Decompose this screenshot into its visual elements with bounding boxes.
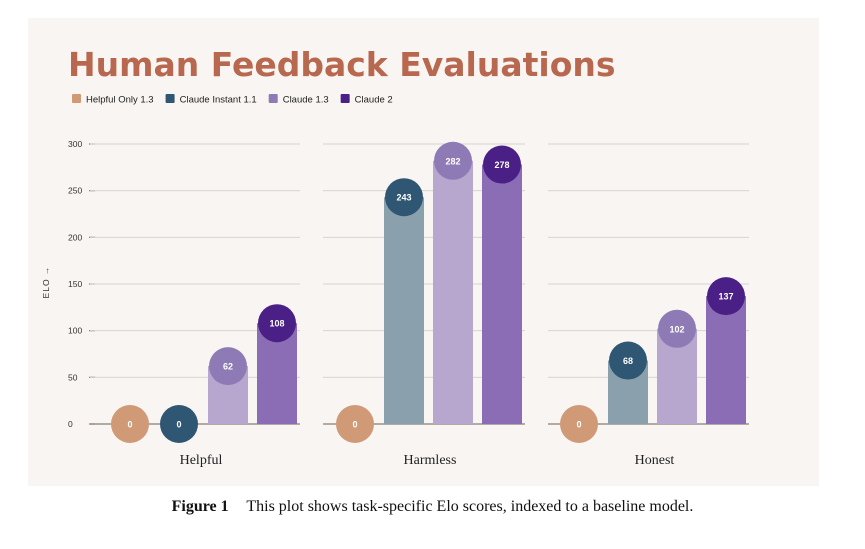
chart-title: Human Feedback Evaluations	[68, 45, 616, 84]
legend-label-1: Claude Instant 1.1	[180, 95, 257, 106]
category-label-honest: Honest	[635, 453, 675, 468]
value-bubble-helpful-0	[111, 405, 149, 443]
value-bubble-honest-2	[658, 309, 696, 348]
legend-label-0: Helpful Only 1.3	[86, 95, 154, 106]
bar-honest-3	[706, 296, 746, 424]
y-tick-label-300: 300	[68, 139, 82, 149]
legend-swatch-0	[72, 94, 81, 103]
value-bubble-helpful-3	[258, 304, 296, 343]
value-bubble-honest-3	[707, 277, 745, 316]
bar-harmless-1	[384, 197, 424, 424]
y-axis-label: ELO →	[41, 266, 51, 299]
category-label-harmless: Harmless	[404, 453, 457, 468]
y-tick-label-0: 0	[68, 419, 73, 429]
y-tick-label-50: 50	[68, 372, 78, 382]
value-label-helpful-1: 0	[176, 420, 181, 430]
legend-swatch-3	[340, 94, 350, 103]
legend-swatch-1	[165, 94, 175, 103]
elo-bar-chart: Human Feedback Evaluations Helpful Only 1…	[41, 45, 749, 468]
value-bubble-helpful-2	[209, 347, 247, 386]
y-tick-label-200: 200	[68, 232, 82, 242]
value-bubble-honest-0	[560, 405, 598, 443]
value-label-helpful-3: 108	[269, 319, 284, 329]
category-label-helpful: Helpful	[180, 453, 223, 468]
value-label-harmless-1: 243	[396, 193, 411, 203]
value-bubble-harmless-2	[434, 141, 472, 180]
figure-caption: Figure 1 This plot shows task-specific E…	[0, 498, 865, 516]
value-bubble-honest-1	[609, 341, 647, 380]
legend-label-3: Claude 2	[355, 95, 393, 106]
y-tick-label-250: 250	[68, 186, 82, 196]
value-label-honest-1: 68	[623, 356, 633, 366]
value-bubble-harmless-3	[483, 145, 521, 184]
value-label-honest-2: 102	[669, 324, 684, 334]
figure-caption-text: This plot shows task-specific Elo scores…	[246, 498, 694, 515]
chart-panel: Human Feedback Evaluations Helpful Only 1…	[28, 18, 819, 486]
value-label-harmless-0: 0	[352, 420, 357, 430]
value-bubble-harmless-1	[385, 178, 423, 217]
bar-harmless-3	[482, 164, 522, 425]
value-label-helpful-0: 0	[127, 420, 132, 430]
value-label-harmless-3: 278	[494, 160, 509, 170]
bar-harmless-2	[433, 160, 473, 425]
value-label-helpful-2: 62	[223, 362, 233, 372]
value-label-harmless-2: 282	[445, 156, 460, 166]
y-tick-label-100: 100	[68, 326, 82, 336]
value-bubble-helpful-1	[160, 405, 198, 443]
value-label-honest-0: 0	[576, 420, 581, 430]
figure-label: Figure 1	[171, 498, 229, 515]
legend-label-2: Claude 1.3	[283, 95, 329, 106]
value-label-honest-3: 137	[718, 292, 733, 302]
value-bubble-harmless-0	[336, 405, 374, 443]
legend-swatch-2	[268, 94, 278, 103]
y-tick-label-150: 150	[68, 279, 82, 289]
